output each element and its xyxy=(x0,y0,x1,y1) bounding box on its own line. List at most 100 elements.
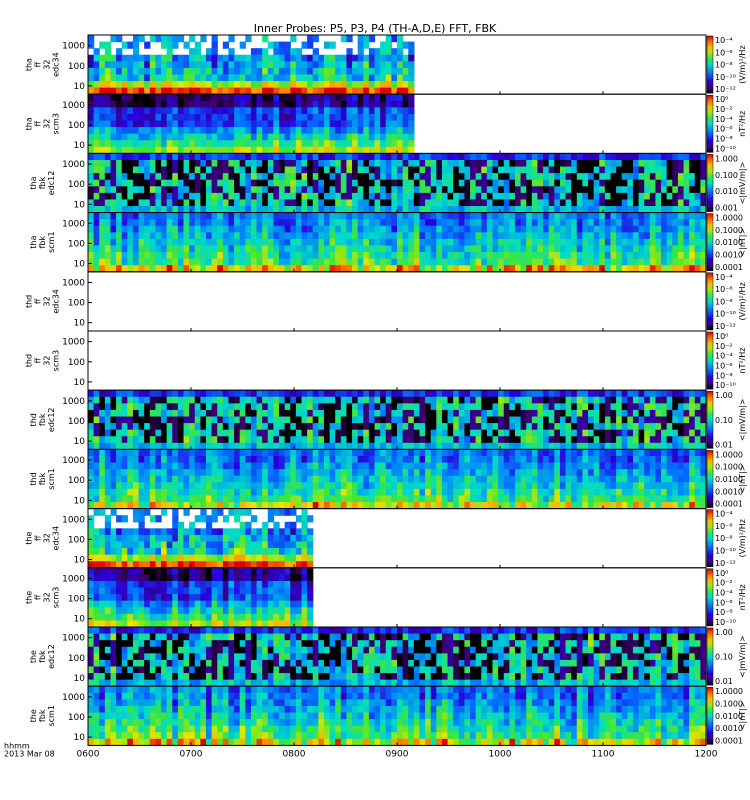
y-tick-label: 10 xyxy=(74,82,86,92)
panel-label-line: tha xyxy=(29,176,38,189)
colorbar xyxy=(706,568,714,627)
y-tick-label: 100 xyxy=(68,62,85,72)
colorbar-unit: <|nT|> xyxy=(738,465,747,494)
x-tick-label: 0600 xyxy=(77,749,100,759)
colorbar-unit: <|nT|> xyxy=(738,701,747,730)
x-tick-label: 0900 xyxy=(386,749,409,759)
panel-tha-ff-32-scm3: 1000 100 10 tha ff 32 scm3 10⁰10⁻²10⁻⁴10⁻⁶10⁻⁸1… xyxy=(25,93,747,154)
panel-label-line: edc34 xyxy=(52,289,61,314)
panel-tha-ff-32-edc34: 1000 100 10 tha ff 32 edc34 10⁻⁴ 10⁻⁶ 10⁻⁸ 10⁻¹⁰ 10… xyxy=(25,34,747,95)
panel-label-line: thd xyxy=(25,295,34,308)
panel-label-line: ff xyxy=(34,298,43,304)
colorbar-tick-label: 10⁻² xyxy=(715,342,733,351)
panel-thd-fbk-edc12: 1000 100 10 thd fbk edc12 1.00 0.10 0.01 <|mV/m|> xyxy=(29,389,747,450)
colorbar-tick-label: 0.10 xyxy=(715,416,733,425)
colorbar-unit: <|mV/m|> xyxy=(738,635,747,678)
panel-label-line: scm1 xyxy=(47,231,56,252)
colorbar-unit: <|nT|> xyxy=(738,228,747,257)
panel-frame xyxy=(87,271,707,332)
panel-label-line: scm3 xyxy=(52,350,61,371)
panel-data-cells xyxy=(88,153,707,214)
panel-label-line: fbk xyxy=(38,472,47,485)
panel-label-line: scm1 xyxy=(47,468,56,489)
colorbar-unit: <|mV/m|> xyxy=(738,162,747,205)
colorbar-tick-label: 10⁻⁸ xyxy=(715,61,733,70)
colorbar xyxy=(706,450,714,508)
colorbar-tick-label: 10⁻⁴ xyxy=(715,588,733,597)
panel-tha-fbk-scm1: 1000 100 10 tha fbk scm1 1.0000 0.1000 0.0100 0.0… xyxy=(29,212,747,273)
panel-label: the fbk scm1 xyxy=(29,705,56,726)
colorbar-tick-label: 0.0001 xyxy=(715,263,743,272)
corner-label-hhmm: hhmm xyxy=(4,741,30,750)
y-tick-label: 1000 xyxy=(62,574,85,584)
panel-label-line: 32 xyxy=(43,533,52,543)
colorbar-tick-label: 10⁰ xyxy=(715,569,728,578)
panel-label: tha ff 32 scm3 xyxy=(25,113,61,134)
y-tick-label: 100 xyxy=(68,299,85,309)
colorbar-tick-label: 10⁻⁸ xyxy=(715,297,733,306)
colorbar-tick-label: 0.0100 xyxy=(715,238,743,247)
y-tick-label: 1000 xyxy=(62,693,85,703)
panel-label-line: scm3 xyxy=(52,587,61,608)
x-tick-label: 0700 xyxy=(180,749,203,759)
panel-label-line: ff xyxy=(34,535,43,541)
panel-label-line: the xyxy=(29,650,38,663)
panel-label-line: tha xyxy=(25,117,34,130)
colorbar-tick-label: 10⁻¹² xyxy=(715,322,736,331)
y-tick-label: 1000 xyxy=(62,101,85,111)
panel-label-line: edc34 xyxy=(52,52,61,77)
panel-label: thd fbk scm1 xyxy=(29,468,56,489)
panel-label-line: fbk xyxy=(38,176,47,189)
colorbar-tick-label: 1.0000 xyxy=(715,450,743,459)
panel-label-line: 32 xyxy=(43,296,52,306)
panel-label-line: tha xyxy=(29,236,38,249)
colorbar-unit: (V/m)²/Hz xyxy=(738,45,747,83)
x-tick-label: 1200 xyxy=(695,749,718,759)
y-tick-label: 10 xyxy=(74,496,86,506)
colorbar-tick-label: 10⁻⁴ xyxy=(715,510,733,519)
colorbar-tick-label: 0.100 xyxy=(715,171,738,180)
colorbar-tick-label: 10⁰ xyxy=(715,95,728,104)
panel-label-line: 32 xyxy=(43,356,52,366)
colorbar-tick-label: 10⁻¹² xyxy=(715,559,736,568)
y-tick-label: 100 xyxy=(68,595,85,605)
panel-label-line: edc34 xyxy=(52,526,61,551)
colorbar xyxy=(706,686,714,745)
chart-title: Inner Probes: P5, P3, P4 (TH-A,D,E) FFT,… xyxy=(253,22,497,35)
panel-label-line: ff xyxy=(34,594,43,600)
y-tick-label: 1000 xyxy=(62,219,85,229)
colorbar-tick-label: 0.0010 xyxy=(715,724,743,733)
colorbar-unit: (V/m)²/Hz xyxy=(738,519,747,557)
colorbar-tick-label: 10⁻¹⁰ xyxy=(715,618,736,627)
y-tick-label: 10 xyxy=(74,615,86,625)
panel-label-line: the xyxy=(25,591,34,604)
panel-tha-fbk-edc12: 1000 100 10 tha fbk edc12 1.000 0.100 0.010 0.001… xyxy=(29,152,747,214)
y-tick-label: 10 xyxy=(74,319,86,329)
panel-label-line: tha xyxy=(25,58,34,71)
panel-label-line: thd xyxy=(29,413,38,426)
colorbar-tick-label: 0.0001 xyxy=(715,500,743,509)
colorbar-tick-label: 0.01 xyxy=(715,677,733,686)
colorbar xyxy=(706,94,714,153)
colorbar-tick-label: 0.001 xyxy=(715,204,738,213)
panel-data-cells xyxy=(88,212,707,273)
colorbar-tick-label: 0.10 xyxy=(715,653,733,662)
colorbar-tick-label: 0.1000 xyxy=(715,226,743,235)
y-tick-label: 1000 xyxy=(62,338,85,348)
colorbar-unit: nT²/Hz xyxy=(738,584,747,610)
colorbar-unit: <|mV/m|> xyxy=(738,399,747,442)
colorbar-tick-label: 10⁻⁶ xyxy=(715,48,733,57)
panel-label: the ff 32 edc34 xyxy=(25,526,61,551)
panel-the-fbk-scm1: 1000 100 10 the fbk scm1 1.0000 0.1000 0.0100 0.0… xyxy=(29,685,747,746)
colorbar xyxy=(706,390,714,449)
y-tick-label: 1000 xyxy=(62,278,85,288)
y-tick-label: 100 xyxy=(68,239,85,249)
colorbar xyxy=(706,272,714,331)
colorbar-tick-label: 1.00 xyxy=(715,391,733,400)
panel-thd-ff-32-scm3: 1000 100 10 thd ff 32 scm3 10⁰10⁻²10⁻⁴10⁻⁶10⁻⁸1… xyxy=(25,330,747,391)
panel-data-cells xyxy=(88,567,314,628)
colorbar-tick-label: 1.00 xyxy=(715,628,733,637)
panel-label-line: the xyxy=(25,532,34,545)
colorbar-tick-label: 10⁻⁴ xyxy=(715,115,733,124)
